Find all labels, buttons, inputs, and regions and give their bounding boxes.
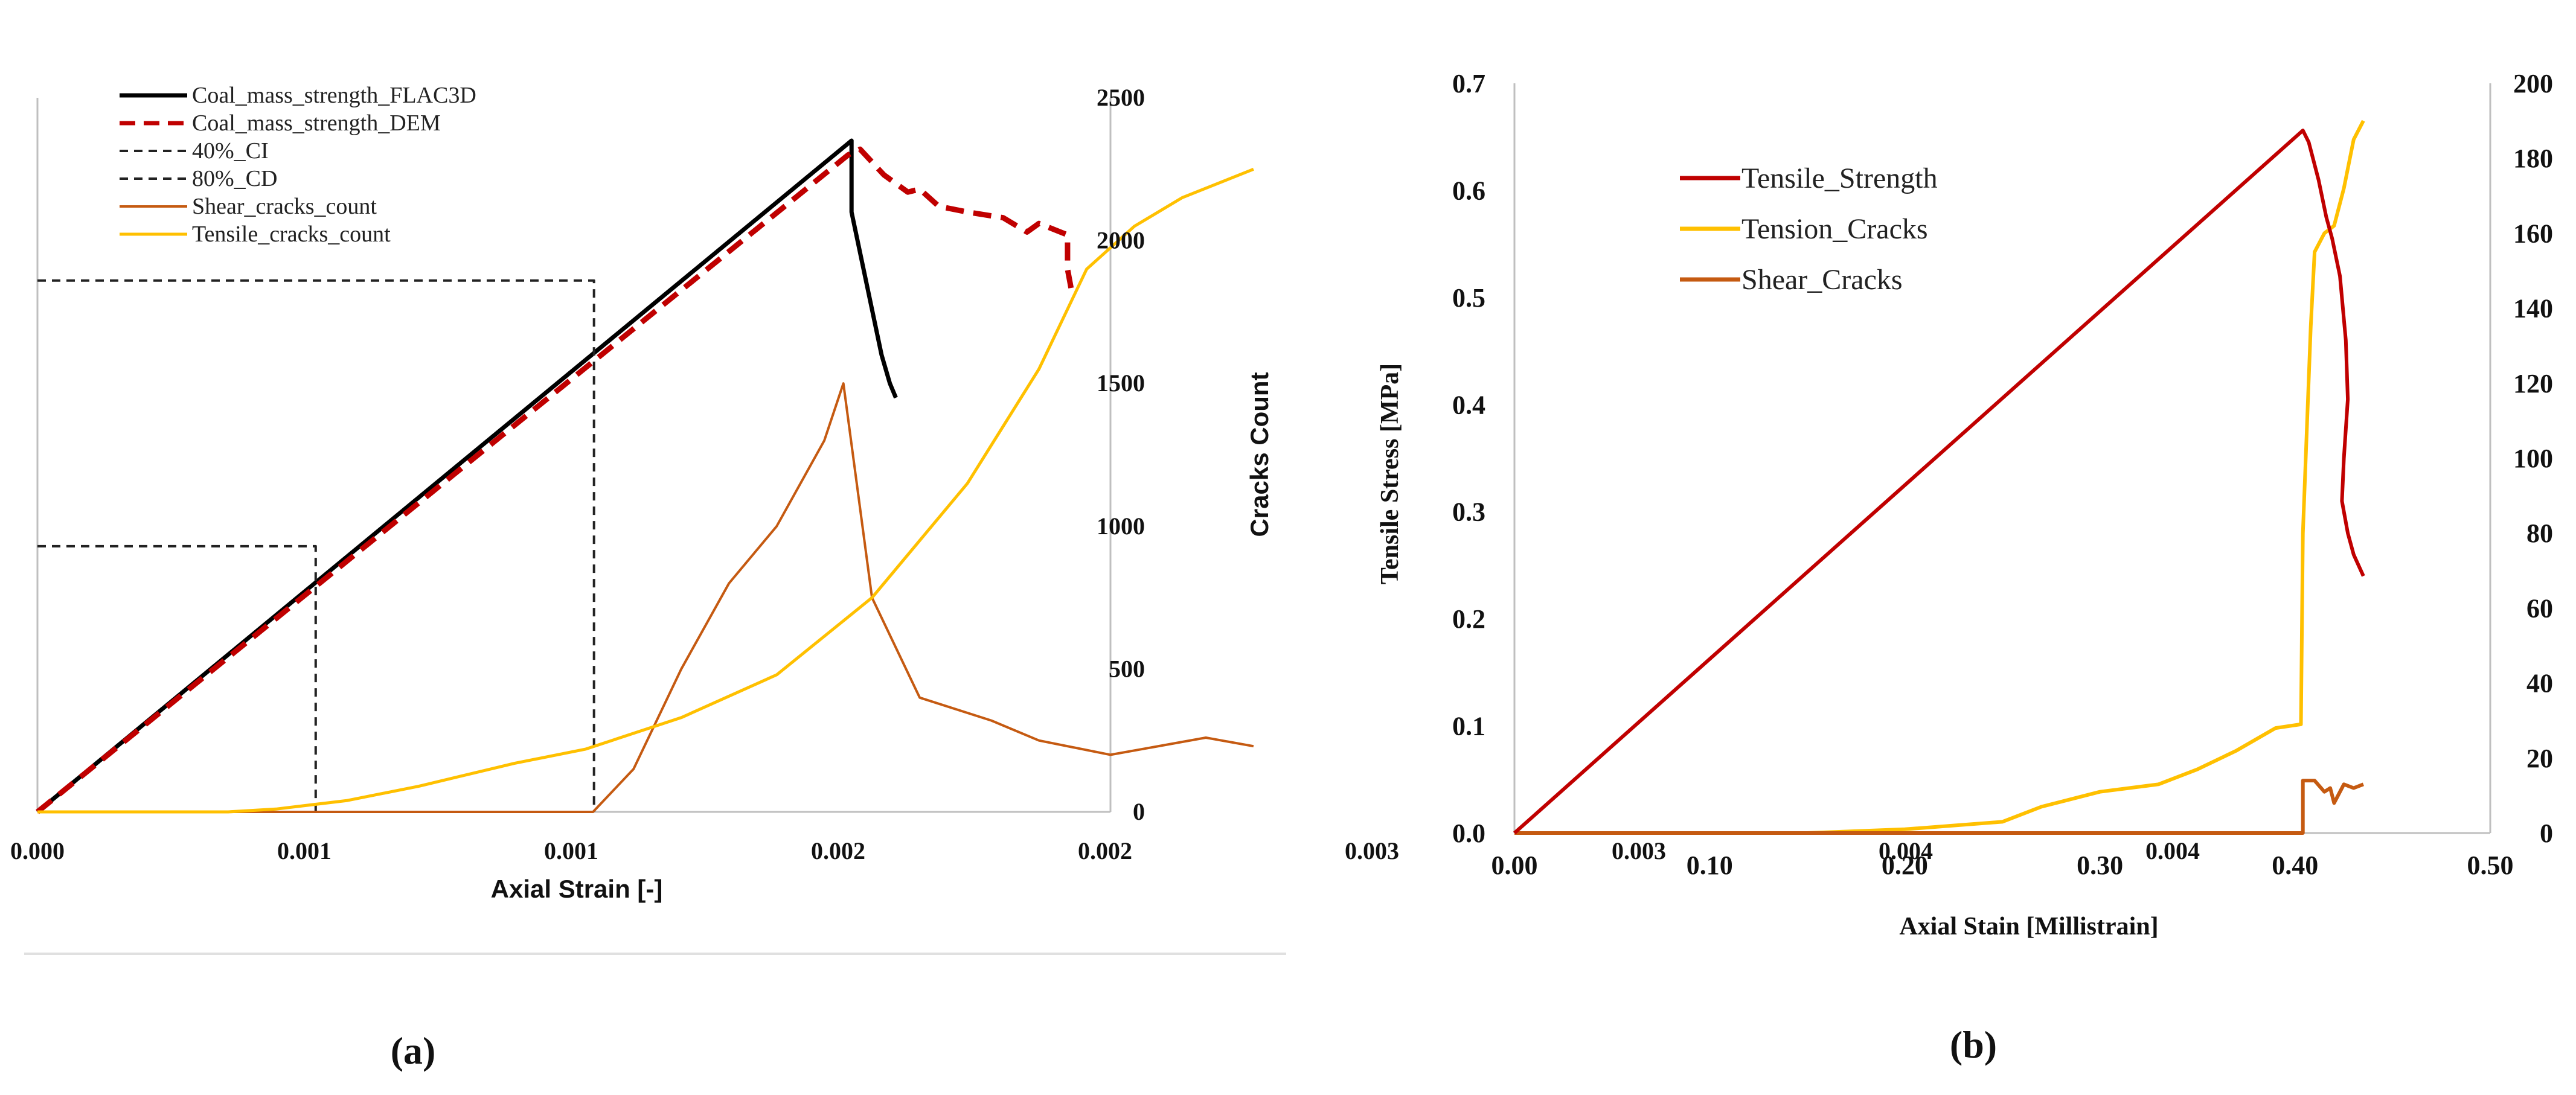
chart-b-y-tick-label: 0.2	[1452, 604, 1485, 634]
chart-b-x-tick-label: 0.30	[2077, 851, 2123, 880]
chart-a-x-tick-label: 0.003	[1345, 837, 1399, 864]
chart-a-legend: Coal_mass_strength_FLAC3DCoal_mass_stren…	[120, 83, 476, 247]
chart-a-x-tick-label: 0.001	[277, 837, 332, 864]
chart-b-x-tick-label: 0.40	[2272, 851, 2318, 880]
chart-a-x-tick-label: 0.002	[811, 837, 865, 864]
chart-a-x-tick-label: 0.004	[1879, 837, 1933, 864]
chart-b-y-tick-label: 0.0	[1452, 819, 1485, 848]
chart-a-y2-tick-label: 1500	[1097, 369, 1145, 397]
chart-a-series-coal-mass-strength-flac3d	[36, 138, 898, 814]
chart-b-y-tick-label: 0.6	[1452, 176, 1485, 205]
chart-a: 0.000 0.001 0.001 0.002 0.002 0.003 0.003 0.004…	[10, 83, 2200, 1072]
chart-b-y2-tick-label: 60	[2526, 593, 2553, 623]
chart-b-legend: Tensile_Strength Tension_Cracks Shear_Crac…	[1680, 162, 1938, 296]
chart-b-y2-tick-label: 140	[2513, 294, 2553, 324]
chart-b-y2-tick-label: 180	[2513, 144, 2553, 173]
chart-b-series-tensile-strength	[1513, 129, 2365, 835]
chart-a-legend-label: Coal_mass_strength_FLAC3D	[192, 83, 476, 108]
chart-a-legend-label: 80%_CD	[192, 166, 277, 191]
chart-a-y2-tick-label: 500	[1109, 655, 1145, 682]
chart-b-y2-tick-label: 80	[2526, 519, 2553, 548]
chart-a-legend-label: Coal_mass_strength_DEM	[192, 110, 441, 136]
chart-b-y2-tick-label: 20	[2526, 744, 2553, 773]
chart-a-caption: (a)	[391, 1029, 436, 1072]
chart-b-y2-tick-label: 120	[2513, 369, 2553, 398]
chart-a-y2-tick-label: 2500	[1097, 84, 1145, 111]
chart-b-x-tick-label: 0.50	[2467, 851, 2514, 880]
chart-b: 0.00 0.10 0.20 0.30 0.40 0.50 0.00.10.20.30.4…	[1376, 69, 2553, 1066]
chart-b-y-tick-label: 0.7	[1452, 69, 1485, 98]
chart-b-legend-label: Tension_Cracks	[1741, 213, 1928, 245]
chart-a-y2-tick-label: 1000	[1097, 512, 1145, 540]
chart-b-y2-tick-label: 40	[2526, 669, 2553, 698]
chart-b-y-tick-label: 0.4	[1452, 390, 1485, 420]
chart-a-y2-tick-label: 2000	[1097, 227, 1145, 254]
chart-b-series-shear-cracks	[1514, 779, 2364, 835]
chart-a-series-tensile-cracks-count	[37, 167, 1254, 814]
chart-a-legend-label: 40%_CI	[192, 138, 269, 164]
chart-a-x-tick-label: 0.003	[1612, 837, 1666, 864]
chart-a-series-80-cd	[37, 279, 595, 812]
chart-b-x-tick-label: 0.20	[1882, 851, 1928, 880]
chart-a-y2-tick-label: 0	[1133, 798, 1145, 825]
chart-b-y-axis-label: Tensile Stress [MPa]	[1376, 363, 1404, 584]
chart-b-y2-tick-label: 200	[2513, 69, 2553, 98]
chart-a-series-coal-mass-strength-dem	[36, 146, 1075, 814]
chart-a-x-tick-label: 0.004	[2145, 837, 2200, 864]
chart-b-legend-label: Tensile_Strength	[1741, 162, 1938, 194]
chart-b-y-tick-label: 0.5	[1452, 283, 1485, 313]
chart-a-series-shear-cracks-count	[37, 382, 1254, 813]
chart-b-y2-tick-label: 100	[2513, 444, 2553, 473]
chart-a-y2-axis-label: Cracks Count	[1245, 372, 1274, 537]
chart-a-x-tick-label: 0.000	[10, 837, 65, 864]
chart-b-y-tick-label: 0.1	[1452, 712, 1485, 741]
chart-a-x-tick-label: 0.001	[544, 837, 598, 864]
chart-b-x-axis-label: Axial Stain [Millistrain]	[1899, 913, 2158, 940]
chart-b-legend-label: Shear_Cracks	[1741, 264, 1903, 296]
chart-a-x-tick-label: 0.002	[1078, 837, 1132, 864]
chart-b-x-tick-label: 0.00	[1491, 851, 1538, 880]
chart-b-y2-tick-label: 0	[2540, 819, 2553, 848]
chart-a-legend-label: Tensile_cracks_count	[192, 222, 391, 247]
chart-a-legend-label: Shear_cracks_count	[192, 194, 377, 219]
chart-b-x-tick-label: 0.10	[1687, 851, 1733, 880]
chart-b-y2-tick-label: 160	[2513, 219, 2553, 248]
chart-b-caption: (b)	[1950, 1023, 1997, 1066]
chart-a-series-40-ci	[37, 544, 317, 812]
chart-b-y-tick-label: 0.3	[1452, 497, 1485, 527]
chart-b-series-tension-cracks	[1514, 120, 2365, 835]
chart-a-x-axis-label: Axial Strain [-]	[491, 875, 663, 903]
